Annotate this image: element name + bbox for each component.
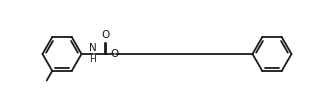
Text: H: H [90, 54, 96, 64]
Text: O: O [101, 30, 109, 40]
Text: N: N [89, 43, 97, 53]
Text: O: O [110, 49, 119, 59]
